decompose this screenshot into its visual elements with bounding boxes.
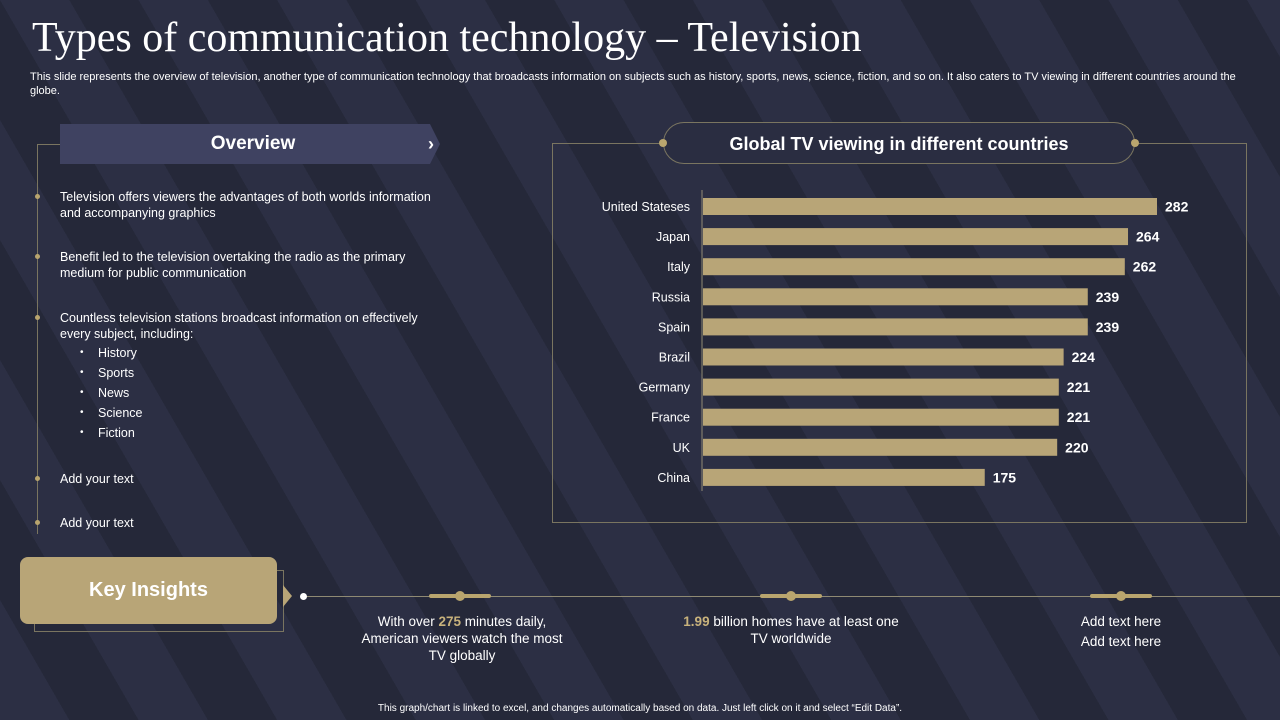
insight-highlight: 275 <box>438 614 461 629</box>
insight-text: Add text here Add text here <box>1011 612 1231 652</box>
overview-extra-text: Add your text <box>60 472 134 486</box>
chart-title-pill: Global TV viewing in different countries <box>663 122 1135 164</box>
chart-title: Global TV viewing in different countries <box>729 134 1069 154</box>
insight-text: 1.99 billion homes have at least one TV … <box>683 614 899 646</box>
insight-highlight: 1.99 <box>683 614 710 629</box>
chart-bar[interactable] <box>703 198 1157 215</box>
subject-list: History Sports News Science Fiction <box>80 343 142 443</box>
overview-point: Countless television stations broadcast … <box>60 311 418 341</box>
overview-heading: Overview <box>210 133 296 154</box>
category-label: Germany <box>639 381 691 395</box>
overview-extra-text: Add your text <box>60 516 134 530</box>
page-subtitle: This slide represents the overview of te… <box>30 71 1236 97</box>
data-label: 239 <box>1096 289 1120 305</box>
subject-item: Science <box>80 403 142 423</box>
category-label: Spain <box>658 320 690 334</box>
bar-chart[interactable]: United Stateses 282 Japan 264 Italy 262 Russia… <box>552 180 1242 510</box>
footer-note: This graph/chart is linked to excel, and… <box>377 703 903 714</box>
bullet-dot-icon <box>35 476 40 481</box>
category-label: Brazil <box>659 351 690 365</box>
bullet-dot-icon <box>35 315 40 320</box>
overview-point: Television offers viewers the advantages… <box>60 190 431 220</box>
page-title: Types of communication technology – Tele… <box>32 15 862 61</box>
category-label: Japan <box>656 230 690 244</box>
subject-item: History <box>80 343 142 363</box>
chart-bar[interactable] <box>703 258 1125 276</box>
key-insights-label: Key Insights <box>89 579 208 601</box>
data-label: 282 <box>1165 199 1189 215</box>
chart-bar[interactable] <box>703 438 1058 456</box>
pill-dot-icon <box>659 139 667 147</box>
overview-point: Benefit led to the television overtaking… <box>60 250 406 280</box>
data-label: 221 <box>1067 409 1091 425</box>
chart-bar[interactable] <box>703 408 1059 426</box>
data-label: 239 <box>1096 319 1120 335</box>
subject-item: Sports <box>80 363 142 383</box>
category-label: UK <box>673 441 691 455</box>
data-label: 262 <box>1133 259 1157 275</box>
chart-bar[interactable] <box>703 228 1129 246</box>
chart-bar[interactable] <box>703 288 1088 306</box>
overview-frame-line <box>37 144 38 534</box>
chart-bar[interactable] <box>703 348 1064 366</box>
key-insights-arrow-icon <box>283 585 292 607</box>
timeline-marker-dot-icon <box>1116 591 1126 601</box>
bullet-dot-icon <box>35 520 40 525</box>
insight-placeholder: Add text here <box>1080 634 1162 649</box>
data-label: 175 <box>993 469 1017 485</box>
timeline-marker-dot-icon <box>786 591 796 601</box>
category-label: Italy <box>667 260 691 274</box>
timeline-start-dot-icon <box>300 593 307 600</box>
category-label: United Stateses <box>602 200 690 214</box>
overview-header: Overview <box>60 124 440 164</box>
subject-item: News <box>80 383 142 403</box>
insight-text: With over 275 minutes daily, American vi… <box>361 614 563 663</box>
chart-bar[interactable] <box>703 318 1088 336</box>
bullet-dot-icon <box>35 194 40 199</box>
timeline-marker-dot-icon <box>455 591 465 601</box>
category-label: Russia <box>652 290 690 304</box>
subject-item: Fiction <box>80 423 142 443</box>
data-label: 220 <box>1065 439 1089 455</box>
data-label: 221 <box>1067 379 1091 395</box>
category-label: France <box>651 411 690 425</box>
data-label: 224 <box>1072 349 1096 365</box>
pill-dot-icon <box>1131 139 1139 147</box>
key-insights-box: Key Insights <box>20 557 277 624</box>
data-label: 264 <box>1136 229 1160 245</box>
bullet-dot-icon <box>35 254 40 259</box>
chevron-right-icon: › <box>428 134 434 154</box>
chart-bar[interactable] <box>703 378 1059 396</box>
chart-bar[interactable] <box>703 468 985 486</box>
insight-placeholder: Add text here <box>1080 614 1162 629</box>
overview-frame-top <box>37 144 61 145</box>
category-label: China <box>657 471 690 485</box>
